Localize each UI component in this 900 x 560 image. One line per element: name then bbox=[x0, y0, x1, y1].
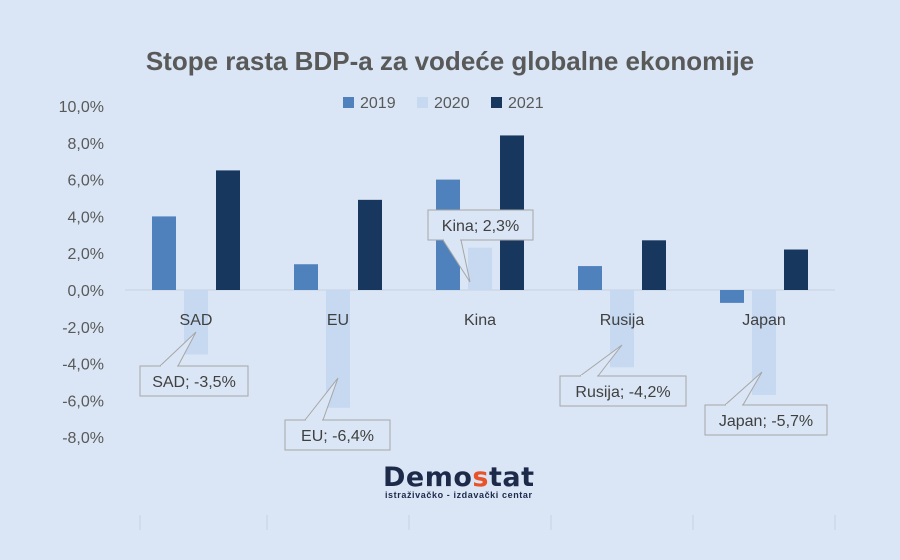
category-label: Kina bbox=[464, 312, 496, 329]
callout-box bbox=[139, 365, 249, 397]
bar-EU-2019 bbox=[294, 264, 318, 290]
callout-box bbox=[284, 419, 391, 451]
logo-text: s bbox=[472, 462, 489, 493]
legend-swatch bbox=[417, 97, 428, 108]
category-label: SAD bbox=[180, 312, 213, 329]
category-label: EU bbox=[327, 312, 349, 329]
data-label: Kina; 2,3% bbox=[442, 218, 519, 235]
y-tick-label: -4,0% bbox=[62, 357, 104, 374]
legend-label: 2020 bbox=[434, 95, 470, 112]
y-tick-label: 0,0% bbox=[68, 283, 104, 300]
chart-title: Stope rasta BDP-a za vodeće globalne eko… bbox=[146, 46, 754, 76]
callout-box bbox=[427, 209, 534, 241]
bar-Rusija-2021 bbox=[642, 240, 666, 290]
data-label: Rusija; -4,2% bbox=[575, 384, 670, 401]
y-tick-label: -2,0% bbox=[62, 320, 104, 337]
data-label: Japan; -5,7% bbox=[719, 413, 813, 430]
callout-box bbox=[704, 404, 828, 436]
bar-Rusija-2019 bbox=[578, 266, 602, 290]
y-tick-label: -8,0% bbox=[62, 430, 104, 447]
demostat-logo: Demostat istraživačko - izdavački centar bbox=[383, 462, 535, 500]
callout-pointer bbox=[579, 344, 623, 377]
y-tick-label: 10,0% bbox=[59, 99, 104, 116]
y-tick-label: 6,0% bbox=[68, 173, 104, 190]
callout-box bbox=[559, 375, 687, 407]
bar-SAD-2019 bbox=[152, 216, 176, 290]
callout-pointer bbox=[304, 377, 339, 421]
callout-pointer bbox=[724, 371, 763, 406]
y-tick-label: 2,0% bbox=[68, 246, 104, 263]
category-label: Japan bbox=[742, 312, 786, 329]
logo-text: Demo bbox=[383, 462, 473, 493]
y-tick-label: -6,0% bbox=[62, 393, 104, 410]
callout-pointer bbox=[442, 239, 471, 283]
bar-Japan-2019 bbox=[720, 290, 744, 303]
bar-EU-2021 bbox=[358, 199, 382, 290]
data-label: SAD; -3,5% bbox=[152, 374, 236, 391]
bar-SAD-2021 bbox=[216, 170, 240, 290]
logo-tagline: istraživačko - izdavački centar bbox=[384, 490, 533, 500]
legend-label: 2019 bbox=[360, 95, 396, 112]
legend-swatch bbox=[343, 97, 354, 108]
y-tick-label: 8,0% bbox=[68, 136, 104, 153]
callout-pointer bbox=[159, 331, 197, 367]
bar-Kina-2020 bbox=[468, 247, 492, 290]
y-tick-label: 4,0% bbox=[68, 209, 104, 226]
category-label: Rusija bbox=[600, 312, 645, 329]
legend-swatch bbox=[491, 97, 502, 108]
logo-text: tat bbox=[489, 462, 535, 493]
data-label: EU; -6,4% bbox=[301, 428, 374, 445]
bar-Japan-2021 bbox=[784, 249, 808, 290]
legend-label: 2021 bbox=[508, 95, 544, 112]
